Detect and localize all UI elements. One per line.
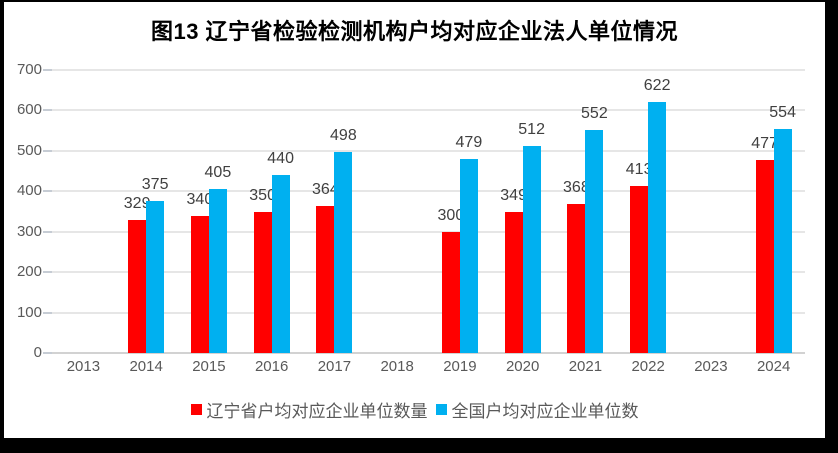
- data-label-national-2017: 498: [330, 126, 357, 144]
- data-label-liaoning-2021: 368: [563, 179, 590, 197]
- gridline-0: [52, 352, 805, 354]
- bar-national-2024: [773, 129, 792, 353]
- y-axis-label-500: 500: [16, 141, 42, 159]
- x-axis-label-2015: 2015: [192, 358, 226, 375]
- data-label-liaoning-2015: 340: [186, 190, 214, 208]
- data-label-national-2015: 405: [204, 164, 232, 182]
- bar-liaoning-2014: [128, 220, 147, 353]
- data-label-liaoning-2022: 413: [625, 161, 653, 179]
- y-axis-label-0: 0: [33, 344, 42, 361]
- bar-national-2017: [334, 151, 353, 353]
- data-label-liaoning-2017: 364: [312, 180, 339, 198]
- gridline-500: [52, 149, 805, 152]
- bar-liaoning-2019: [441, 231, 460, 353]
- x-axis-label-2024: 2024: [756, 358, 791, 375]
- bar-liaoning-2016: [253, 211, 272, 353]
- x-axis-label-2018: 2018: [380, 358, 414, 375]
- y-tick-600: [43, 109, 52, 112]
- legend-item-liaoning: 辽宁省户均对应企业单位数量: [190, 397, 428, 422]
- legend-swatch-national-blue: [435, 404, 447, 415]
- x-axis-label-2017: 2017: [317, 358, 352, 375]
- legend: 辽宁省户均对应企业单位数量 全国户均对应企业单位数: [4, 397, 825, 422]
- chart-frame: 图13 辽宁省检验检测机构户均对应企业法人单位情况 329 340 350 364 30…: [4, 2, 825, 438]
- y-axis-label-400: 400: [16, 182, 42, 200]
- data-label-liaoning-2016: 350: [249, 186, 276, 204]
- bar-liaoning-2021: [567, 204, 586, 353]
- x-axis-label-2023: 2023: [694, 358, 728, 375]
- y-tick-400: [43, 190, 52, 193]
- y-axis-label-200: 200: [16, 263, 42, 281]
- bar-liaoning-2024: [755, 160, 774, 353]
- x-axis-label-2014: 2014: [129, 358, 163, 375]
- chart-title: 图13 辽宁省检验检测机构户均对应企业法人单位情况: [150, 19, 679, 44]
- gridline-300: [52, 230, 805, 233]
- bar-national-2014: [146, 201, 165, 353]
- data-label-national-2016: 440: [267, 150, 294, 168]
- bar-national-2020: [522, 146, 541, 353]
- y-tick-100: [43, 311, 52, 314]
- legend-swatch-liaoning-red: [190, 404, 202, 415]
- bar-national-2019: [459, 159, 478, 353]
- data-label-national-2019: 479: [455, 134, 483, 152]
- bar-national-2021: [585, 129, 604, 353]
- x-axis-label-2016: 2016: [254, 358, 289, 375]
- y-tick-700: [43, 69, 52, 71]
- bar-liaoning-2022: [630, 186, 649, 353]
- bar-national-2015: [208, 189, 227, 353]
- data-label-liaoning-2024: 477: [751, 135, 778, 153]
- gridline-100: [52, 311, 805, 314]
- gridline-400: [52, 190, 805, 193]
- y-tick-500: [43, 149, 52, 152]
- y-axis-label-300: 300: [16, 222, 42, 240]
- data-label-national-2014: 375: [141, 176, 169, 194]
- data-label-liaoning-2020: 349: [500, 186, 527, 204]
- gridline-200: [52, 271, 805, 274]
- x-axis-label-2021: 2021: [568, 358, 603, 375]
- bar-national-2022: [648, 101, 667, 353]
- y-axis-label-100: 100: [16, 303, 42, 321]
- y-tick-300: [43, 230, 52, 233]
- x-axis-label-2022: 2022: [631, 358, 665, 375]
- bar-liaoning-2020: [504, 211, 523, 353]
- legend-item-national: 全国户均对应企业单位数: [435, 397, 639, 422]
- data-label-national-2020: 512: [518, 121, 545, 139]
- data-label-national-2022: 622: [643, 76, 671, 94]
- x-axis-label-2019: 2019: [443, 358, 477, 375]
- gridline-600: [52, 109, 805, 112]
- bar-liaoning-2015: [190, 215, 209, 353]
- y-axis-label-700: 700: [16, 61, 42, 78]
- data-label-national-2024: 554: [769, 104, 796, 122]
- y-tick-200: [43, 271, 52, 274]
- bar-liaoning-2017: [316, 205, 335, 353]
- data-label-liaoning-2019: 300: [437, 206, 465, 224]
- x-axis-label-2020: 2020: [505, 358, 540, 375]
- legend-label-liaoning: 辽宁省户均对应企业单位数量: [206, 402, 428, 421]
- y-axis-label-600: 600: [16, 101, 42, 119]
- data-label-liaoning-2014: 329: [123, 195, 151, 212]
- legend-label-national: 全国户均对应企业单位数: [451, 402, 639, 421]
- plot-area: 329 340 350 364 300 349 368 413 477 375 405 440 498 4…: [43, 69, 805, 354]
- x-axis-label-2013: 2013: [66, 358, 101, 375]
- bar-national-2016: [271, 175, 290, 353]
- data-label-national-2021: 552: [581, 104, 608, 122]
- gridline-700: [52, 69, 805, 71]
- y-tick-0: [43, 352, 52, 354]
